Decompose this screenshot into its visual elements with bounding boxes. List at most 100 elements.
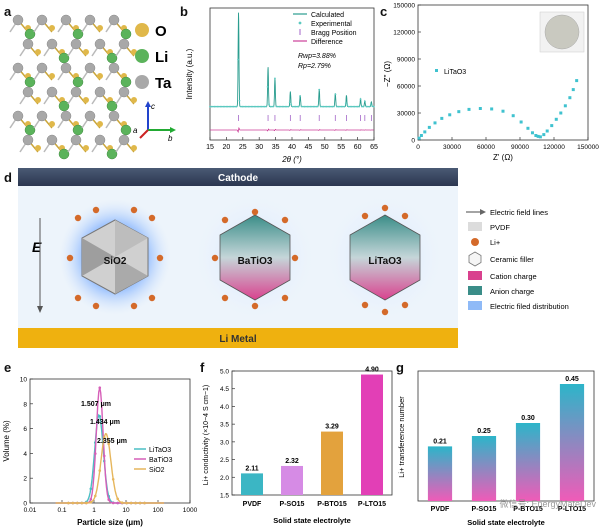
transference-bar <box>559 384 585 501</box>
field-e-symbol: E <box>32 239 42 255</box>
xrd-exp-point <box>336 105 338 108</box>
xrd-exp-point <box>372 105 375 108</box>
crystal-structure: O Li Ta c a b <box>9 14 176 160</box>
panel-label-c: c <box>380 4 387 19</box>
ta-atom <box>46 134 58 146</box>
nyquist-point <box>563 104 567 108</box>
xrd-exp-point <box>306 105 309 108</box>
li-ions <box>66 204 409 316</box>
conductivity-ticks: 1.5 2.0 2.5 3.0 3.5 4.0 4.5 5.0 <box>220 369 235 500</box>
xrd-exp-point <box>293 105 296 108</box>
xrd-exp-point <box>330 105 332 108</box>
legend-ta-label: Ta <box>155 75 172 92</box>
li-atom <box>120 124 132 136</box>
nyquist-x-tick-label: 150000 <box>577 144 599 151</box>
xrd-exp-point <box>343 105 346 108</box>
xrd-exp-point <box>259 105 262 108</box>
xrd-legend-bragg: Bragg Position <box>311 30 357 37</box>
psd-legend: LiTaO3 BaTiO3 SiO2 <box>134 447 173 474</box>
xrd-exp-point <box>318 88 321 91</box>
conductivity-y-tick-label: 4.5 <box>220 386 229 393</box>
psd-x-label: Particle size (μm) <box>77 518 143 527</box>
li-atom <box>106 100 118 112</box>
transference-x-tick-label: P-LTO15 <box>558 506 586 513</box>
xrd-exp-point <box>210 105 213 108</box>
legend-o-dot <box>135 23 149 37</box>
transference-bar <box>427 446 453 501</box>
xrd-exp-point <box>216 105 219 108</box>
xrd-exp-point <box>244 105 247 108</box>
structure-legend: O Li Ta <box>135 23 172 92</box>
xrd-exp-point <box>241 105 244 108</box>
xrd-exp-point <box>220 105 223 108</box>
nyquist-point <box>542 133 546 137</box>
xrd-exp-point <box>297 105 300 108</box>
li-ion <box>130 302 138 310</box>
batio3-particle: BaTiO3 <box>195 195 315 319</box>
xrd-exp-point <box>251 105 254 108</box>
li-ion <box>361 212 369 220</box>
nyquist-point <box>559 111 563 115</box>
particle-size-chart: 0.01 0.1 1 10 100 1000 0 2 4 6 8 10 1.507 μm 1.434 … <box>2 377 198 528</box>
ta-atom <box>84 110 96 122</box>
transference-chart: 0.21 PVDF 0.25 P-SO15 0.30 P-BTO15 0.45 P-LTO15… <box>397 370 596 527</box>
li-ion <box>381 308 389 316</box>
li-atom <box>106 52 118 64</box>
xrd-exp-point <box>231 105 234 108</box>
xrd-exp-point <box>359 98 362 100</box>
psd-ticks: 0.01 0.1 1 10 100 1000 0 2 4 6 8 10 <box>20 377 198 515</box>
nyquist-point <box>571 88 575 92</box>
li-ion <box>130 206 138 214</box>
xrd-exp-point <box>307 105 310 108</box>
li-ion <box>401 301 409 309</box>
li-atom <box>58 100 70 112</box>
psd-point <box>80 501 84 505</box>
psd-point <box>116 497 119 501</box>
xrd-x-ticks: 15 20 25 30 35 40 45 50 55 60 65 <box>206 137 378 151</box>
transference-bar-value: 0.21 <box>433 438 447 445</box>
psd-point <box>111 501 115 505</box>
crystal-lattice <box>9 14 137 160</box>
xrd-exp-point <box>356 105 359 108</box>
nyquist-point <box>467 107 471 111</box>
xrd-exp-point <box>228 105 231 108</box>
li-atom <box>24 76 36 88</box>
panel-label-e: e <box>4 360 11 375</box>
xrd-exp-point <box>229 105 232 108</box>
xrd-exp-point <box>296 105 298 108</box>
xrd-x-tick-label: 35 <box>272 144 280 151</box>
nyquist-point <box>575 79 579 83</box>
psd-annot-sio2: 2.355 μm <box>97 438 127 445</box>
sio2-label: SiO2 <box>104 256 127 267</box>
nyquist-chart: 0 30000 60000 90000 120000 150000 0 30000 60000 9… <box>383 3 599 163</box>
xrd-exp-point <box>263 105 266 108</box>
xrd-exp-point <box>327 105 329 108</box>
xrd-exp-point <box>350 105 353 108</box>
xrd-exp-point <box>324 105 327 108</box>
conductivity-bar-value: 3.29 <box>325 424 339 431</box>
transference-bar <box>471 436 497 501</box>
psd-legend-sio2: SiO2 <box>149 467 165 474</box>
xrd-exp-point <box>279 105 282 108</box>
nyquist-y-tick-label: 60000 <box>397 84 415 91</box>
nyquist-y-tick-label: 0 <box>411 138 415 145</box>
xrd-exp-point <box>355 105 358 108</box>
psd-point <box>134 501 137 505</box>
xrd-exp-point <box>285 105 288 108</box>
xrd-y-label: Intensity (a.u.) <box>185 48 194 99</box>
xrd-exp-point <box>367 105 369 108</box>
ta-atom <box>22 86 34 98</box>
xrd-exp-point <box>362 105 365 108</box>
xrd-exp-point <box>299 95 301 98</box>
xrd-bragg-ticks <box>238 115 372 121</box>
panel-label-g: g <box>396 360 404 375</box>
transference-bars: 0.21 PVDF 0.25 P-SO15 0.30 P-BTO15 0.45 P-LTO15 <box>427 376 586 513</box>
psd-point <box>71 501 75 505</box>
psd-frame <box>29 378 191 504</box>
li-ion <box>148 294 156 302</box>
nyquist-point <box>568 96 572 100</box>
o-atom <box>97 25 103 31</box>
nyquist-x-tick-label: 60000 <box>477 144 495 151</box>
panel-label-d: d <box>4 170 12 185</box>
ta-atom <box>94 134 106 146</box>
